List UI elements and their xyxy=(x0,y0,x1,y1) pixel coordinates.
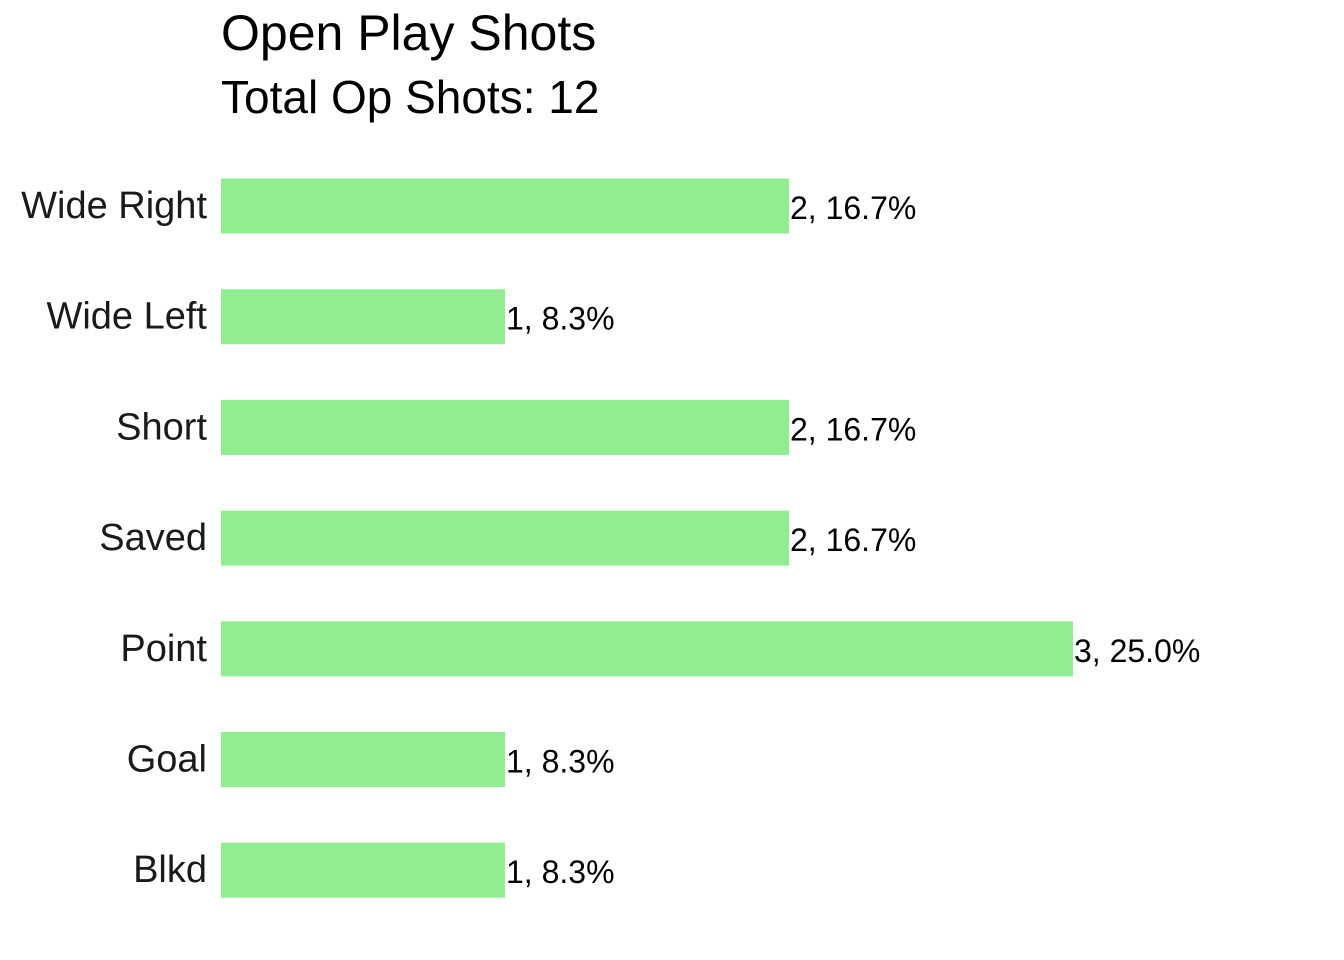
data-label: 1, 8.3% xyxy=(506,301,615,337)
bar xyxy=(221,510,789,566)
data-label: 3, 25.0% xyxy=(1074,633,1200,669)
bar xyxy=(221,842,505,898)
bar xyxy=(221,289,505,345)
chart-title: Open Play Shots xyxy=(221,5,597,61)
bar xyxy=(221,621,1073,677)
category-label: Saved xyxy=(99,517,207,559)
data-label: 2, 16.7% xyxy=(790,522,916,558)
category-label: Goal xyxy=(127,739,207,781)
bar xyxy=(221,178,789,234)
bar xyxy=(221,732,505,787)
data-label: 2, 16.7% xyxy=(790,190,916,226)
chart-subtitle: Total Op Shots: 12 xyxy=(221,71,600,123)
category-label: Wide Left xyxy=(46,296,207,338)
data-label: 1, 8.3% xyxy=(506,744,615,780)
category-label: Blkd xyxy=(133,849,207,891)
category-label: Point xyxy=(120,628,207,670)
data-label: 1, 8.3% xyxy=(506,854,615,890)
category-label: Short xyxy=(116,406,207,448)
bar xyxy=(221,399,789,455)
data-label: 2, 16.7% xyxy=(790,411,916,447)
category-label: Wide Right xyxy=(21,185,207,227)
